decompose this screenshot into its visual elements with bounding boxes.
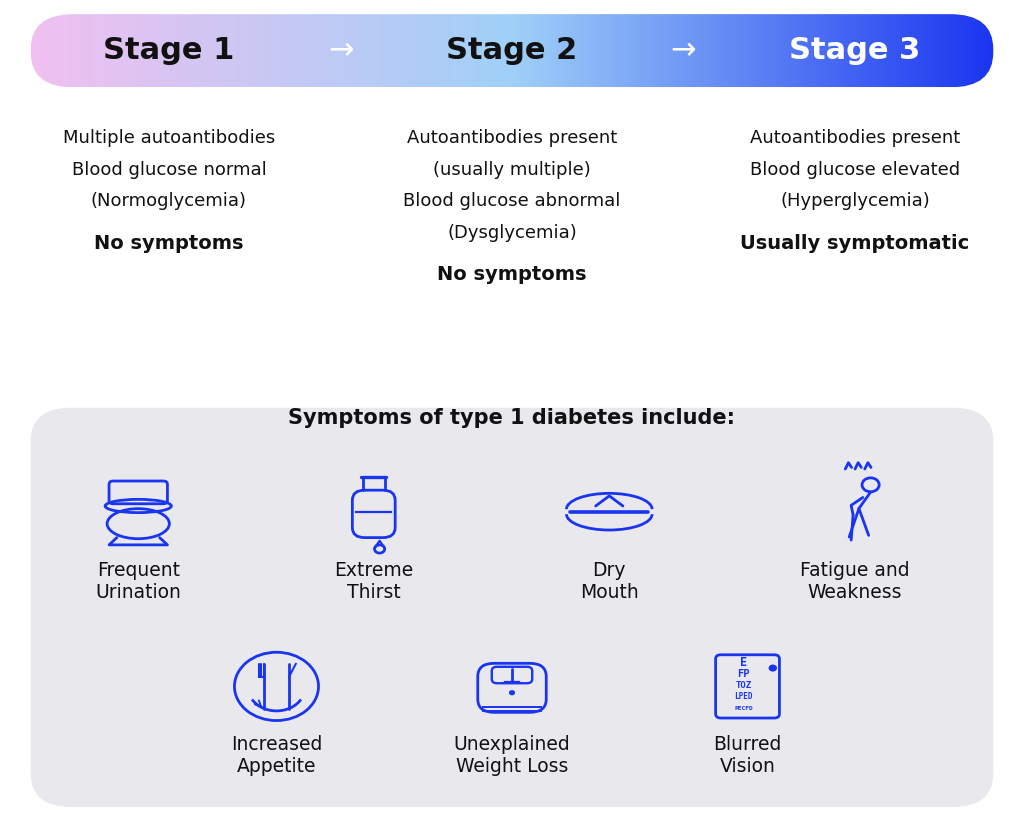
- Text: →: →: [671, 37, 695, 65]
- Text: Stage 2: Stage 2: [446, 37, 578, 65]
- Text: (usually multiple): (usually multiple): [433, 161, 591, 179]
- Text: No symptoms: No symptoms: [437, 265, 587, 285]
- Text: Extreme
Thirst: Extreme Thirst: [334, 561, 414, 602]
- Text: Fatigue and
Weakness: Fatigue and Weakness: [800, 561, 910, 602]
- Text: LPED: LPED: [734, 692, 753, 701]
- Text: (Normoglycemia): (Normoglycemia): [91, 192, 247, 210]
- Text: Usually symptomatic: Usually symptomatic: [740, 234, 970, 253]
- Text: Unexplained
Weight Loss: Unexplained Weight Loss: [454, 735, 570, 776]
- Text: Blood glucose normal: Blood glucose normal: [72, 161, 266, 179]
- Text: Autoantibodies present: Autoantibodies present: [750, 129, 961, 147]
- Text: Dry
Mouth: Dry Mouth: [580, 561, 639, 602]
- Text: →: →: [329, 37, 353, 65]
- Text: Multiple autoantibodies: Multiple autoantibodies: [62, 129, 275, 147]
- Text: (Hyperglycemia): (Hyperglycemia): [780, 192, 930, 210]
- Text: FP: FP: [737, 669, 750, 679]
- Text: E: E: [740, 656, 748, 669]
- Text: Autoantibodies present: Autoantibodies present: [407, 129, 617, 147]
- Text: (Dysglycemia): (Dysglycemia): [447, 224, 577, 242]
- Text: TOZ: TOZ: [735, 681, 752, 690]
- Text: Stage 1: Stage 1: [103, 37, 234, 65]
- Text: Stage 3: Stage 3: [790, 37, 921, 65]
- FancyBboxPatch shape: [31, 408, 993, 807]
- Text: Blood glucose abnormal: Blood glucose abnormal: [403, 192, 621, 210]
- Text: No symptoms: No symptoms: [94, 234, 244, 253]
- Text: Blurred
Vision: Blurred Vision: [714, 735, 781, 776]
- Text: Symptoms of type 1 diabetes include:: Symptoms of type 1 diabetes include:: [289, 409, 735, 428]
- Text: Increased
Appetite: Increased Appetite: [230, 735, 323, 776]
- Circle shape: [510, 691, 514, 695]
- Circle shape: [769, 666, 776, 671]
- Text: Blood glucose elevated: Blood glucose elevated: [750, 161, 961, 179]
- Text: PECFD: PECFD: [734, 706, 753, 711]
- Text: Frequent
Urination: Frequent Urination: [95, 561, 181, 602]
